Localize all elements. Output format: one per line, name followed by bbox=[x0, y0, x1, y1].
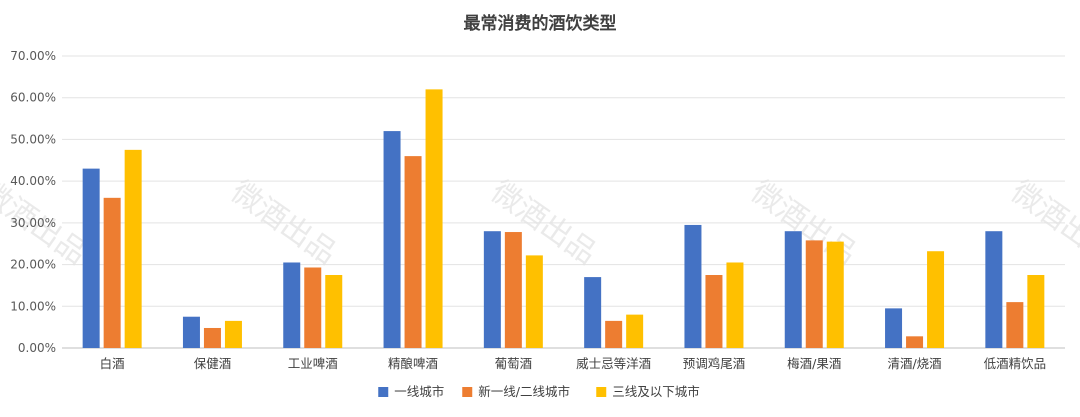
y-tick-label: 40.00% bbox=[10, 174, 56, 188]
bar-2-5 bbox=[504, 232, 522, 348]
legend-swatch bbox=[596, 387, 607, 397]
bar-1-5 bbox=[483, 231, 501, 348]
y-tick-label: 20.00% bbox=[10, 258, 56, 272]
bar-3-9 bbox=[927, 251, 945, 348]
x-category-label: 精酿啤酒 bbox=[388, 356, 438, 371]
y-tick-label: 10.00% bbox=[10, 299, 56, 313]
x-category-label: 预调鸡尾酒 bbox=[683, 356, 746, 371]
bar-3-8 bbox=[826, 241, 844, 348]
bar-2-6 bbox=[605, 320, 623, 348]
bar-2-9 bbox=[906, 336, 924, 348]
bar-1-1 bbox=[82, 168, 100, 348]
y-tick-label: 50.00% bbox=[10, 132, 56, 146]
bar-3-3 bbox=[325, 275, 343, 348]
legend-label: 三线及以下城市 bbox=[612, 384, 700, 399]
y-tick-label: 30.00% bbox=[10, 216, 56, 230]
x-category-label: 葡萄酒 bbox=[495, 356, 533, 371]
y-tick-label: 0.00% bbox=[18, 341, 56, 355]
bar-1-4 bbox=[383, 131, 401, 348]
x-category-label: 清酒/烧酒 bbox=[887, 356, 941, 371]
y-tick-label: 70.00% bbox=[10, 49, 56, 63]
bar-3-10 bbox=[1027, 275, 1045, 348]
x-category-label: 保健酒 bbox=[194, 356, 232, 371]
bars bbox=[82, 89, 1045, 348]
bar-3-1 bbox=[124, 149, 142, 348]
legend: 一线城市 新一线/二线城市 三线及以下城市 bbox=[378, 384, 700, 399]
chart-title: 最常消费的酒饮类型 bbox=[464, 13, 617, 34]
bar-2-10 bbox=[1006, 302, 1024, 348]
bar-1-10 bbox=[985, 231, 1003, 348]
bar-2-2 bbox=[203, 327, 221, 348]
bar-3-4 bbox=[425, 89, 443, 348]
x-category-label: 威士忌等洋酒 bbox=[576, 356, 651, 371]
x-category-label: 低酒精饮品 bbox=[984, 356, 1047, 371]
bar-1-2 bbox=[182, 316, 200, 348]
bar-3-7 bbox=[726, 262, 744, 348]
bar-1-8 bbox=[784, 231, 802, 348]
bar-2-8 bbox=[805, 240, 823, 348]
gridlines bbox=[62, 55, 1065, 349]
legend-label: 一线城市 bbox=[394, 384, 444, 399]
y-axis-ticks: 0.00% 10.00% 20.00% 30.00% 40.00% 50.00% 60.00… bbox=[10, 49, 56, 355]
bar-2-3 bbox=[304, 267, 322, 348]
legend-swatch bbox=[462, 387, 473, 397]
x-category-label: 工业啤酒 bbox=[288, 356, 338, 371]
bar-2-1 bbox=[103, 197, 121, 348]
x-category-label: 白酒 bbox=[100, 356, 125, 371]
x-category-label: 梅酒/果酒 bbox=[787, 356, 841, 371]
bar-2-7 bbox=[705, 275, 723, 348]
legend-swatch bbox=[378, 387, 389, 397]
legend-label: 新一线/二线城市 bbox=[478, 384, 570, 399]
bar-1-9 bbox=[885, 308, 903, 348]
bar-3-6 bbox=[626, 314, 644, 348]
bar-3-2 bbox=[224, 320, 242, 348]
bar-2-4 bbox=[404, 156, 422, 348]
bar-1-3 bbox=[283, 262, 301, 348]
x-axis-categories: 白酒 保健酒 工业啤酒 精酿啤酒 葡萄酒 威士忌等洋酒 预调鸡尾酒 梅酒/果酒 清酒/烧酒 低酒精… bbox=[100, 356, 1046, 371]
bar-3-5 bbox=[525, 255, 543, 348]
y-tick-label: 60.00% bbox=[10, 91, 56, 105]
bar-1-7 bbox=[684, 224, 702, 348]
bar-1-6 bbox=[584, 277, 602, 348]
